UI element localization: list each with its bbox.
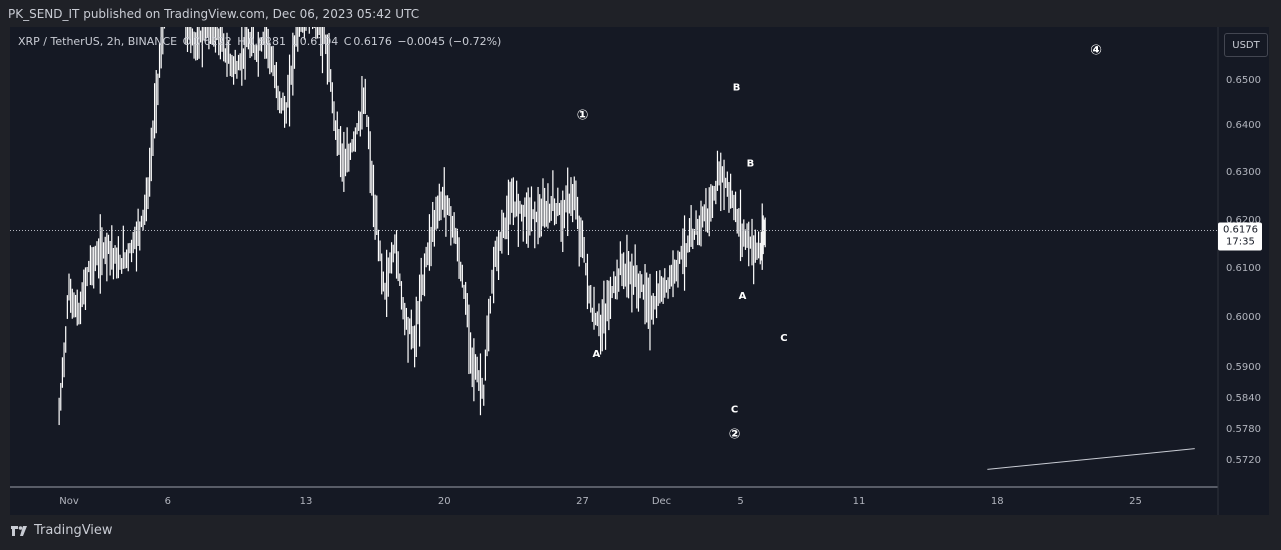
price-chart[interactable]: 0.6500 0.6400 0.6300 0.6200 0.6100 0.6000 0.59… xyxy=(10,27,1269,515)
x-tick-label: 6 xyxy=(165,496,171,507)
x-tick-label: 20 xyxy=(438,496,451,507)
y-tick-label: 0.5900 xyxy=(1226,362,1261,373)
close-label: C xyxy=(343,35,352,48)
trendline xyxy=(987,448,1195,470)
y-tick-label: 0.5720 xyxy=(1226,455,1261,466)
x-tick-label: Dec xyxy=(652,496,671,507)
x-tick-label: 13 xyxy=(300,496,313,507)
wave-label: A xyxy=(739,291,747,302)
open-label: O xyxy=(182,35,192,48)
wave-label: ④ xyxy=(1090,42,1102,58)
y-tick-label: 0.6000 xyxy=(1226,312,1261,323)
price-marker-countdown: 17:35 xyxy=(1226,237,1255,248)
x-tick-label: 11 xyxy=(853,496,866,507)
x-tick-label: 27 xyxy=(576,496,589,507)
low-label: L xyxy=(291,35,298,48)
wave-label: ① xyxy=(577,108,589,124)
symbol-info: XRP / TetherUS, 2h, BINANCE O 0.6222 H 0.6… xyxy=(18,35,503,48)
y-tick-label: 0.6500 xyxy=(1226,75,1261,86)
footer-brand[interactable]: TradingView xyxy=(10,523,113,538)
x-tick-label: 5 xyxy=(737,496,743,507)
price-marker-badge: 0.6176 17:35 xyxy=(1218,222,1262,251)
price-marker-value: 0.6176 xyxy=(1223,225,1258,236)
wave-label: C xyxy=(780,333,787,344)
y-tick-label: 0.5780 xyxy=(1226,424,1261,435)
wave-label: B xyxy=(747,158,755,169)
y-axis-ticks: 0.6500 0.6400 0.6300 0.6200 0.6100 0.6000 0.59… xyxy=(1226,75,1261,466)
high-value: 0.6281 xyxy=(247,35,287,48)
high-label: H xyxy=(237,35,246,48)
currency-button[interactable]: USDT xyxy=(1224,33,1268,57)
publisher-header: PK_SEND_IT published on TradingView.com,… xyxy=(8,7,420,21)
y-tick-label: 0.6400 xyxy=(1226,120,1261,131)
x-tick-label: 25 xyxy=(1129,496,1142,507)
close-value: 0.6176 xyxy=(353,35,392,48)
x-tick-label: Nov xyxy=(59,496,79,507)
wave-label: A xyxy=(592,349,600,360)
change-value: −0.0045 (−0.72%) xyxy=(397,35,502,48)
candles-layer xyxy=(58,27,766,426)
x-tick-label: 18 xyxy=(991,496,1004,507)
y-tick-label: 0.5840 xyxy=(1226,393,1261,404)
chart-area[interactable] xyxy=(10,27,1269,515)
wave-annotations: ④ ① A B B A C C ② xyxy=(577,42,1102,442)
tradingview-logo-icon xyxy=(11,525,27,536)
y-tick-label: 0.6200 xyxy=(1226,215,1261,226)
open-value: 0.6222 xyxy=(193,35,232,48)
wave-label: ② xyxy=(729,426,741,442)
footer-brand-text: TradingView xyxy=(34,523,113,538)
low-value: 0.6104 xyxy=(299,35,339,48)
symbol-name: XRP / TetherUS, 2h, BINANCE xyxy=(18,35,178,48)
wave-label: B xyxy=(733,82,741,93)
y-tick-label: 0.6300 xyxy=(1226,167,1261,178)
wave-label: C xyxy=(731,405,738,416)
x-axis-ticks: Nov 6 13 20 27 Dec 5 11 18 25 xyxy=(59,496,1142,507)
y-tick-label: 0.6100 xyxy=(1226,263,1261,274)
